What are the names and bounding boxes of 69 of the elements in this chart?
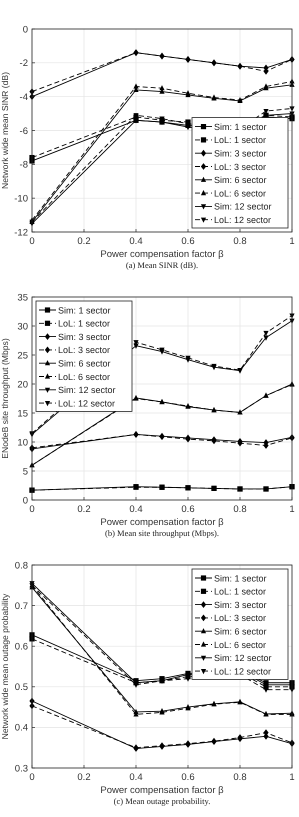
legend-label: LoL: 12 sector (214, 666, 272, 676)
legend-label: Sim: 1 sector (214, 122, 267, 132)
y-tick-label: 15 (17, 408, 28, 420)
legend-label: LoL: 1 sector (58, 318, 110, 329)
y-tick-label: 10 (17, 437, 28, 448)
y-tick-label: 25 (17, 350, 28, 362)
x-tick-label: 0.2 (77, 772, 91, 783)
x-tick-label: 0.8 (233, 236, 247, 247)
legend-label: LoL: 6 sector (214, 640, 266, 650)
y-tick-label: -4 (20, 92, 28, 103)
x-tick-label: 0.6 (181, 772, 195, 783)
y-tick-label: 0.3 (14, 763, 28, 774)
y-tick-label: -8 (20, 160, 28, 171)
y-tick-label: 20 (17, 379, 28, 390)
y-axis-title: ENodeB site throughput (Mbps) (0, 338, 10, 459)
x-tick-label: 1 (289, 772, 295, 783)
x-tick-label: 0.4 (129, 236, 143, 247)
y-axis-title: Network wide mean SINR (dB) (0, 72, 10, 190)
x-tick-label: 1 (289, 236, 295, 247)
legend-label: LoL: 3 sector (214, 162, 266, 172)
legend-label: Sim: 12 sector (58, 385, 116, 396)
y-tick-label: 0.8 (14, 560, 28, 572)
x-tick-label: 0.4 (129, 772, 143, 783)
legend-label: LoL: 6 sector (58, 372, 110, 382)
x-tick-label: 0.8 (233, 772, 247, 783)
legend-label: LoL: 3 sector (58, 345, 110, 356)
legend-label: Sim: 6 sector (214, 175, 267, 186)
legend-label: Sim: 1 sector (214, 573, 267, 584)
y-axis-title: Network wide mean outage probability (0, 592, 10, 740)
y-tick-label: 35 (17, 292, 28, 304)
y-tick-label: 0 (22, 24, 28, 36)
legend-label: LoL: 6 sector (214, 188, 266, 198)
text: (c) Mean outage probability. (114, 796, 210, 806)
legend-label: Sim: 3 sector (214, 148, 267, 158)
x-axis-title: Power compensation factor β (100, 249, 224, 260)
legend-label: LoL: 3 sector (214, 613, 266, 624)
text: (a) Mean SINR (dB). (126, 260, 198, 270)
legend-label: Sim: 6 sector (214, 626, 267, 636)
legend-label: Sim: 3 sector (214, 600, 267, 610)
y-tick-label: 30 (17, 321, 28, 332)
legend-label: LoL: 12 sector (58, 398, 116, 408)
y-tick-label: -12 (14, 227, 28, 238)
y-tick-label: -6 (20, 126, 28, 137)
x-tick-label: 0.2 (77, 504, 91, 515)
y-tick-label: 0.7 (14, 600, 28, 612)
x-axis-title: Power compensation factor β (100, 517, 224, 528)
legend-label: Sim: 3 sector (58, 332, 111, 342)
x-tick-label: 0.6 (181, 236, 195, 247)
y-tick-label: 0 (22, 495, 28, 506)
y-tick-label: -2 (20, 58, 28, 70)
y-tick-label: 0.6 (14, 642, 28, 652)
y-tick-label: 0.4 (14, 722, 28, 734)
x-tick-label: 0.2 (77, 236, 91, 247)
legend-label: Sim: 12 sector (214, 653, 272, 664)
legend-label: LoL: 1 sector (214, 586, 266, 597)
legend-label: LoL: 12 sector (214, 215, 272, 225)
y-tick-label: -10 (14, 193, 28, 204)
x-tick-label: 0.4 (129, 504, 143, 515)
y-tick-label: 5 (22, 466, 28, 478)
text: (b) Mean site throughput (Mbps). (104, 528, 220, 538)
legend-label: Sim: 12 sector (214, 202, 272, 212)
x-tick-label: 0.8 (233, 504, 247, 515)
legend-label: LoL: 1 sector (214, 135, 266, 146)
y-tick-label: 0.5 (14, 682, 28, 694)
legend-label: Sim: 6 sector (58, 358, 111, 368)
x-axis-title: Power compensation factor β (100, 785, 224, 796)
x-tick-label: 1 (289, 504, 295, 515)
legend-label: Sim: 1 sector (58, 305, 111, 316)
x-tick-label: 0.6 (181, 504, 195, 515)
